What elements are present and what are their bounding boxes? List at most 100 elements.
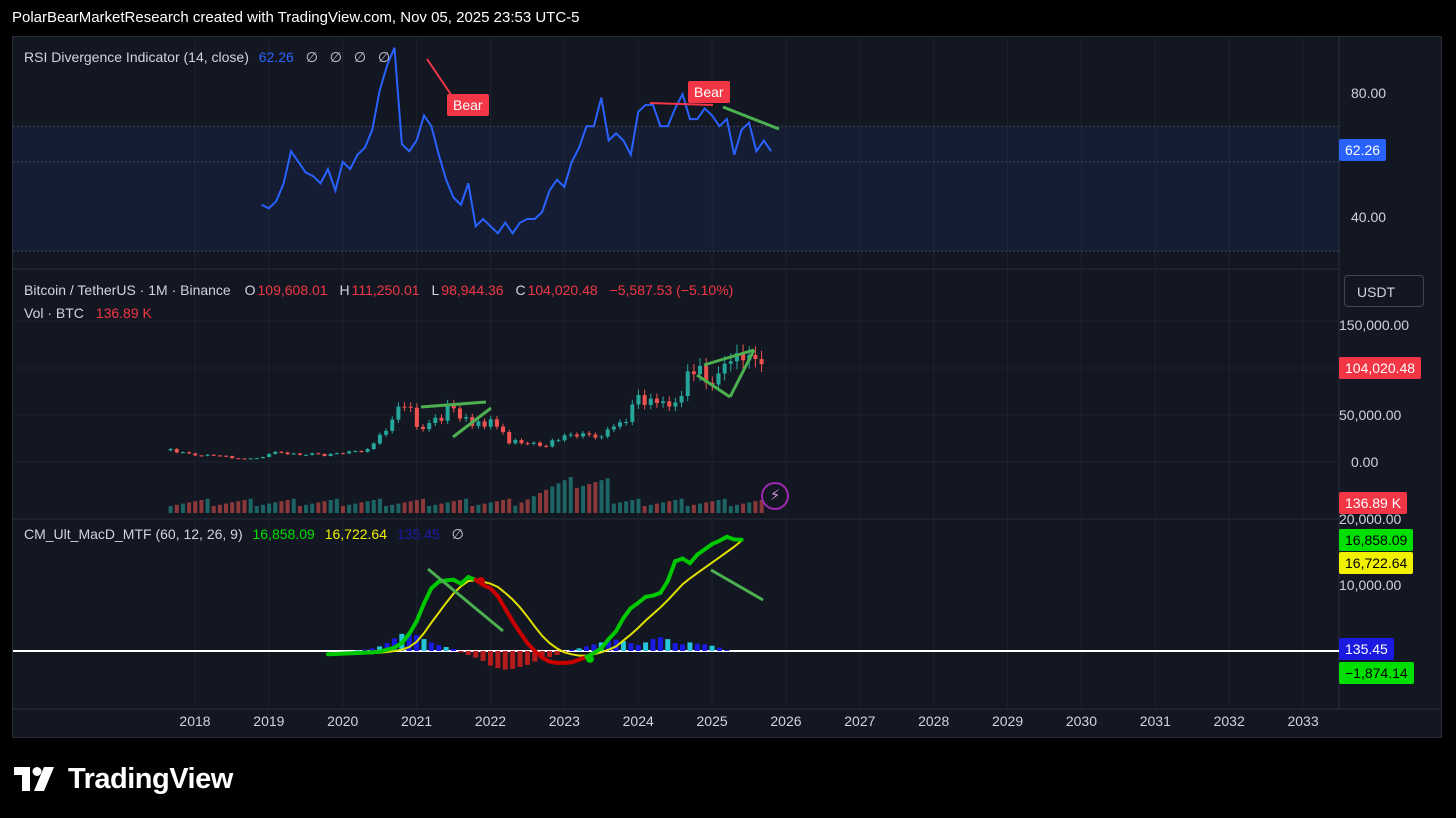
volume-bar: [224, 503, 229, 513]
candle-body: [494, 419, 499, 427]
candle-body: [174, 449, 179, 453]
volume-bar: [353, 503, 358, 513]
candle-body: [482, 421, 487, 427]
candle-body: [617, 422, 622, 427]
macd-line-segment: [614, 616, 626, 634]
price-trendline-2: [452, 406, 492, 439]
volume-bar: [396, 503, 401, 513]
macd-histogram-bar: [391, 638, 397, 651]
chart-canvas[interactable]: 2018 2019 2020 2021 2022 2023 2024 2025 2026 2027…: [13, 37, 1442, 738]
volume-bar: [340, 506, 345, 513]
candle-body: [260, 457, 265, 459]
macd-legend[interactable]: CM_Ult_MacD_MTF (60, 12, 26, 9) 16,858.0…: [24, 526, 466, 543]
chart-frame[interactable]: 2018 2019 2020 2021 2022 2023 2024 2025 2026 2027…: [12, 36, 1442, 738]
candle-body: [605, 429, 610, 437]
time-axis-label-2021: 2021: [401, 713, 432, 729]
macd-histogram-bar: [657, 637, 663, 651]
candle-body: [624, 421, 629, 423]
macd-line-segment: [414, 601, 426, 624]
candle-body: [642, 394, 647, 405]
macd-histogram-bar: [724, 650, 730, 651]
volume-bar: [531, 496, 536, 513]
macd-line-segment: [621, 606, 633, 620]
rsi-band: [13, 126, 1339, 252]
volume-bar: [464, 498, 469, 513]
ohlc-open: 109,608.01: [257, 282, 328, 298]
candle-body: [304, 454, 309, 456]
volume-legend[interactable]: Vol · BTC 136.89 K: [24, 305, 154, 321]
attribution-header: PolarBearMarketResearch created with Tra…: [12, 9, 580, 26]
macd-histogram-bar: [355, 650, 361, 651]
candle-body: [199, 455, 204, 457]
volume-bar: [187, 502, 192, 513]
candle-body: [396, 406, 401, 420]
candle-body: [457, 408, 462, 419]
price-trendline-4: [696, 373, 731, 399]
macd-histogram-bar: [377, 646, 383, 651]
volume-bar: [704, 502, 709, 513]
volume-bar: [476, 504, 481, 513]
volume-bar: [599, 480, 604, 513]
volume-bar: [753, 501, 758, 513]
candle-body: [759, 358, 764, 365]
volume-bar: [482, 503, 487, 513]
candle-body: [291, 453, 296, 455]
volume-bar: [648, 504, 653, 513]
price-trendline-5: [728, 349, 756, 398]
ohlc-o-label: O: [244, 282, 256, 298]
candle-body: [433, 417, 438, 423]
volume-bar: [661, 502, 666, 513]
macd-histogram-bar: [569, 649, 575, 651]
candle-body: [525, 443, 530, 445]
macd-axis-tick-10000: 10,000.00: [1339, 577, 1402, 593]
symbol-name[interactable]: Bitcoin / TetherUS · 1M · Binance: [24, 282, 231, 298]
time-axis-label-2030: 2030: [1066, 713, 1097, 729]
volume-bar: [642, 506, 647, 513]
candle-body: [180, 452, 185, 454]
macd-histogram-bar: [591, 644, 597, 651]
candle-body: [568, 434, 573, 436]
candle-body: [359, 451, 364, 453]
symbol-legend[interactable]: Bitcoin / TetherUS · 1M · Binance O 109,6…: [24, 282, 735, 298]
candle-body: [236, 458, 241, 460]
volume-bar: [562, 480, 567, 513]
rsi-divergence-line-2: [649, 102, 714, 106]
tradingview-logo[interactable]: TradingView: [14, 762, 233, 796]
macd-empty-marker: ∅: [451, 526, 464, 542]
macd-line-segment: [421, 586, 434, 606]
volume-bar: [587, 484, 592, 513]
macd-axis-tick-20000: 20,000.00: [1339, 511, 1402, 527]
macd-trendline-2: [710, 568, 764, 602]
candle-body: [722, 363, 727, 374]
volume-bar: [180, 503, 185, 513]
volume-bar: [544, 489, 549, 513]
signal-legend-value: 16,722.64: [324, 526, 387, 542]
rsi-legend[interactable]: RSI Divergence Indicator (14, close) 62.…: [24, 49, 392, 66]
macd-trendline-1: [427, 567, 504, 633]
macd-histogram-bar: [473, 651, 479, 658]
ohlc-close: 104,020.48: [527, 282, 598, 298]
candle-body: [297, 453, 302, 455]
candle-body: [753, 354, 758, 359]
time-axis-label-2033: 2033: [1287, 713, 1318, 729]
rsi-axis-tick-80: 80.00: [1351, 85, 1387, 101]
macd-histogram-bar: [428, 642, 434, 651]
macd-histogram-bar: [369, 648, 375, 651]
currency-button[interactable]: USDT: [1344, 275, 1424, 307]
volume-bar: [217, 504, 222, 513]
volume-bar: [402, 502, 407, 513]
macd-histogram-bar: [584, 646, 590, 651]
candle-body: [698, 365, 703, 375]
volume-bar: [347, 504, 352, 513]
candle-body: [630, 404, 635, 422]
volume-bar: [174, 504, 179, 513]
macd-histogram-bar: [458, 651, 464, 653]
volume-bar: [747, 502, 752, 513]
rsi-legend-name: RSI Divergence Indicator (14, close): [24, 49, 249, 65]
candle-body: [248, 458, 253, 460]
lightning-icon[interactable]: ⚡: [761, 482, 789, 510]
macd-histogram-bar: [554, 651, 560, 655]
candle-body: [704, 365, 709, 383]
candle-body: [439, 417, 444, 421]
macd-histogram-bar: [709, 645, 715, 651]
